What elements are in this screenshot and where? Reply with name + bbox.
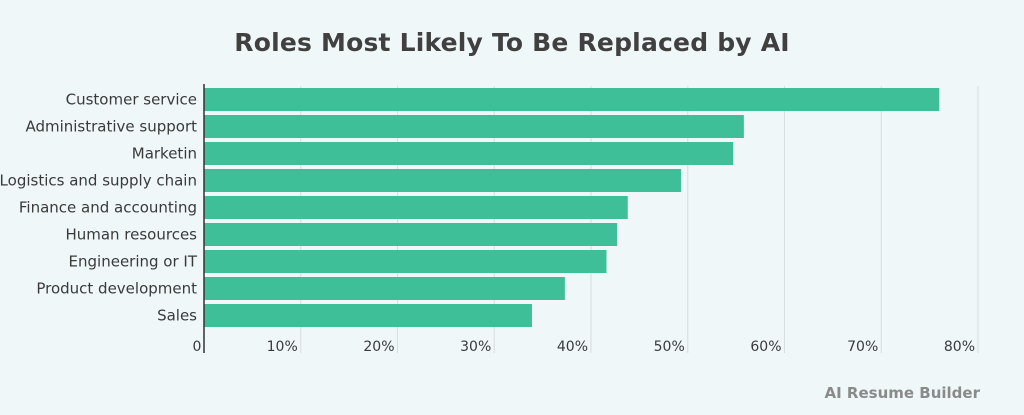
brand-label: AI Resume Builder bbox=[824, 384, 980, 402]
x-tick-label: 40% bbox=[557, 339, 588, 355]
x-tick-label: 10% bbox=[267, 339, 298, 355]
x-tick-label: 50% bbox=[654, 339, 685, 355]
category-labels: Customer service Administrative support Ma… bbox=[0, 91, 198, 325]
category-label: Administrative support bbox=[25, 118, 197, 136]
category-label: Customer service bbox=[66, 91, 197, 109]
category-label: Product development bbox=[36, 280, 197, 298]
bar bbox=[204, 223, 618, 246]
category-label: Marketin bbox=[132, 145, 197, 163]
x-tick-label: 30% bbox=[460, 339, 491, 355]
bar bbox=[204, 277, 565, 300]
x-tick-label: 60% bbox=[750, 339, 781, 355]
bar bbox=[204, 142, 734, 165]
x-axis-ticks: 0 10% 20% 30% 40% 50% 60% 70% 80% bbox=[193, 339, 975, 355]
x-tick-label: 0 bbox=[193, 339, 202, 355]
category-label: Engineering or IT bbox=[69, 253, 198, 271]
category-label: Finance and accounting bbox=[19, 199, 197, 217]
bars bbox=[204, 88, 940, 327]
bar bbox=[204, 169, 681, 192]
x-tick-label: 70% bbox=[847, 339, 878, 355]
bar bbox=[204, 196, 628, 219]
x-tick-label: 20% bbox=[363, 339, 394, 355]
bar bbox=[204, 88, 940, 111]
category-label: Human resources bbox=[65, 226, 197, 244]
x-tick-label: 80% bbox=[944, 339, 975, 355]
category-label: Sales bbox=[157, 307, 197, 325]
bar bbox=[204, 304, 532, 327]
bar bbox=[204, 250, 607, 273]
category-label: Logistics and supply chain bbox=[0, 172, 197, 190]
chart-title: Roles Most Likely To Be Replaced by AI bbox=[234, 28, 790, 57]
bar bbox=[204, 115, 744, 138]
